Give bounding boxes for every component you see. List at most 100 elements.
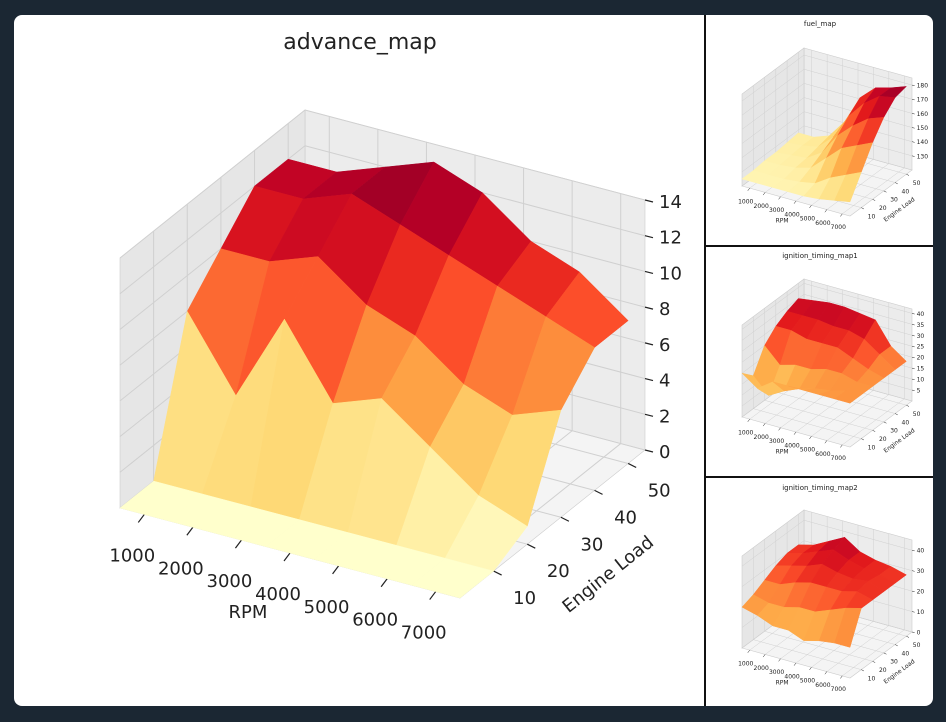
tick-mark bbox=[809, 436, 812, 440]
tick-mark bbox=[872, 430, 876, 432]
grid-line bbox=[842, 167, 905, 215]
tick-mark bbox=[762, 192, 766, 196]
tick-mark bbox=[644, 377, 654, 382]
tick-mark bbox=[644, 235, 654, 239]
grid-line bbox=[803, 519, 913, 551]
x-tick-label: 4000 bbox=[784, 673, 799, 680]
y-tick-label: 30 bbox=[890, 197, 898, 204]
x-tick-label: 4000 bbox=[784, 211, 799, 218]
z-tick-label: 5 bbox=[917, 388, 921, 395]
z-tick-label: 6 bbox=[659, 335, 670, 356]
x-tick-label: 2000 bbox=[158, 558, 204, 579]
grid-line bbox=[753, 639, 862, 670]
grid-line bbox=[753, 408, 862, 439]
grid-line bbox=[803, 54, 913, 86]
chart-title: ignition_timing_map1 bbox=[782, 252, 858, 260]
grid-line bbox=[775, 391, 884, 423]
tick-mark bbox=[186, 526, 194, 536]
x-tick-label: 6000 bbox=[352, 610, 398, 631]
tick-mark bbox=[560, 516, 570, 522]
x-tick-label: 4000 bbox=[784, 442, 799, 449]
x-tick-label: 2000 bbox=[754, 434, 769, 441]
y-tick-label: 30 bbox=[890, 428, 898, 435]
y-tick-label: 30 bbox=[890, 659, 898, 666]
grid-line bbox=[741, 294, 805, 341]
tick-mark bbox=[778, 427, 781, 431]
grid-line bbox=[304, 109, 646, 201]
tick-mark bbox=[911, 141, 915, 143]
z-tick-label: 4 bbox=[659, 371, 670, 392]
tick-mark bbox=[911, 155, 915, 157]
tick-mark bbox=[911, 84, 915, 86]
x-tick-label: 1000 bbox=[109, 545, 155, 566]
tick-mark bbox=[644, 342, 654, 346]
x-tick-label: 4000 bbox=[255, 584, 301, 605]
tick-mark bbox=[861, 438, 865, 441]
z-tick-label: 20 bbox=[917, 355, 925, 362]
grid-line bbox=[803, 283, 913, 314]
chart-title: advance_map bbox=[283, 30, 436, 55]
z-tick-label: 20 bbox=[917, 589, 925, 596]
z-tick-label: 2 bbox=[659, 406, 670, 427]
x-tick-label: 1000 bbox=[738, 199, 753, 206]
tick-mark bbox=[911, 313, 915, 315]
tick-mark bbox=[911, 367, 915, 370]
tick-mark bbox=[824, 209, 828, 213]
grid-line bbox=[741, 83, 805, 130]
grid-line bbox=[741, 54, 805, 102]
tick-mark bbox=[793, 200, 797, 204]
tick-mark bbox=[234, 539, 242, 549]
tick-mark bbox=[872, 199, 876, 201]
grid-line bbox=[842, 629, 905, 677]
z-tick-label: 14 bbox=[659, 192, 682, 213]
tick-mark bbox=[911, 324, 915, 326]
tick-mark bbox=[894, 644, 898, 647]
tick-mark bbox=[883, 652, 887, 655]
z-tick-label: 15 bbox=[917, 366, 925, 373]
tick-mark bbox=[594, 489, 603, 495]
tick-mark bbox=[894, 182, 898, 185]
z-tick-label: 25 bbox=[917, 344, 925, 351]
z-tick-label: 12 bbox=[659, 228, 682, 249]
tick-mark bbox=[824, 671, 828, 675]
y-tick-label: 40 bbox=[902, 650, 910, 657]
x-tick-label: 3000 bbox=[769, 669, 784, 676]
x-tick-label: 1000 bbox=[738, 661, 753, 668]
tick-mark bbox=[906, 404, 910, 407]
x-tick-label: 5000 bbox=[304, 597, 350, 618]
tick-mark bbox=[894, 413, 898, 416]
chart: ignition_timing_map2 10002000300040005000… bbox=[738, 484, 924, 693]
x-tick-label: 7000 bbox=[831, 686, 846, 693]
tick-mark bbox=[644, 199, 654, 203]
tick-mark bbox=[793, 431, 797, 435]
z-tick-label: 30 bbox=[917, 333, 925, 340]
x-tick-label: 1000 bbox=[738, 430, 753, 437]
surface-patch bbox=[834, 171, 862, 203]
tick-mark bbox=[911, 590, 915, 593]
tick-mark bbox=[644, 413, 654, 417]
x-axis-label: RPM bbox=[229, 602, 268, 623]
tick-mark bbox=[840, 444, 843, 448]
grid-line bbox=[119, 109, 306, 259]
y-tick-label: 10 bbox=[513, 588, 536, 609]
tick-mark bbox=[840, 675, 843, 679]
tick-mark bbox=[911, 570, 915, 572]
grid-line bbox=[826, 163, 890, 210]
tick-mark bbox=[793, 662, 797, 666]
tick-mark bbox=[911, 549, 915, 552]
y-tick-label: 20 bbox=[879, 436, 887, 443]
z-tick-label: 10 bbox=[659, 263, 682, 284]
tick-mark bbox=[911, 356, 915, 359]
tick-mark bbox=[911, 127, 915, 129]
tick-mark bbox=[493, 570, 502, 576]
z-tick-label: 35 bbox=[917, 322, 925, 329]
z-tick-label: 10 bbox=[917, 609, 925, 616]
tick-mark bbox=[809, 667, 812, 671]
tick-mark bbox=[883, 421, 887, 424]
tick-mark bbox=[762, 423, 766, 427]
x-axis-label: RPM bbox=[776, 448, 789, 455]
grid-line bbox=[741, 125, 805, 173]
